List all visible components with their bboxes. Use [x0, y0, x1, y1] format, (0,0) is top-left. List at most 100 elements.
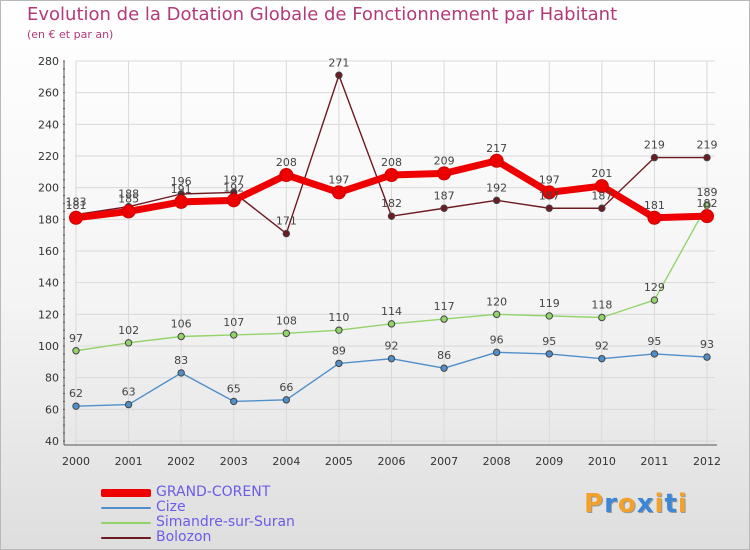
data-point-simandre-sur-suran — [703, 201, 711, 209]
data-label-cize: 86 — [437, 349, 451, 362]
data-label-cize: 62 — [69, 387, 83, 400]
y-tick-label: 220 — [38, 150, 59, 163]
data-point-grand-corent — [542, 185, 557, 200]
legend-item: Simandre-sur-Suran — [101, 515, 401, 530]
data-point-bolozon — [282, 229, 291, 238]
data-point-simandre-sur-suran — [492, 310, 501, 319]
y-tick-label: 240 — [38, 118, 59, 131]
data-label-simandre-sur-suran: 97 — [69, 332, 83, 345]
data-point-grand-corent — [647, 210, 662, 225]
data-point-grand-corent — [174, 194, 189, 209]
logo-letter: r — [604, 489, 618, 519]
y-tick-label: 80 — [45, 372, 59, 385]
data-label-bolozon: 183 — [66, 196, 87, 209]
data-label-grand-corent: 201 — [591, 167, 612, 180]
data-point-cize — [387, 354, 396, 363]
y-tick-label: 280 — [38, 55, 59, 68]
data-label-simandre-sur-suran: 119 — [539, 297, 560, 310]
data-label-bolozon: 219 — [644, 139, 665, 152]
data-label-grand-corent: 185 — [118, 192, 139, 205]
data-label-cize: 93 — [700, 338, 714, 351]
data-point-cize — [650, 350, 659, 358]
data-point-cize — [335, 359, 343, 368]
data-point-grand-corent — [700, 209, 714, 224]
data-label-bolozon: 197 — [223, 173, 244, 186]
data-point-grand-corent — [594, 179, 609, 194]
data-point-bolozon — [387, 212, 396, 220]
y-tick-label: 260 — [38, 87, 59, 100]
logo-letter: o — [617, 489, 637, 519]
data-point-simandre-sur-suran — [440, 315, 448, 323]
data-point-simandre-sur-suran — [387, 320, 396, 328]
x-tick-label: 2004 — [272, 455, 300, 468]
data-point-simandre-sur-suran — [72, 347, 80, 355]
legend-label: GRAND-CORENT — [156, 484, 271, 500]
data-label-bolozon: 187 — [591, 189, 612, 202]
x-tick-label: 2000 — [62, 455, 90, 468]
data-label-bolozon: 171 — [276, 215, 297, 228]
data-label-simandre-sur-suran: 106 — [171, 318, 192, 331]
data-point-simandre-sur-suran — [335, 326, 343, 334]
y-tick-label: 160 — [38, 245, 59, 258]
data-label-bolozon: 271 — [328, 56, 349, 69]
x-tick-label: 2006 — [378, 455, 406, 468]
legend-item: Bolozon — [101, 530, 401, 545]
data-label-cize: 92 — [385, 340, 399, 353]
data-label-cize: 89 — [332, 344, 346, 357]
x-tick-label: 2009 — [535, 455, 563, 468]
data-point-bolozon — [703, 153, 711, 162]
logo-letter: i — [654, 489, 665, 519]
data-point-cize — [72, 402, 80, 410]
y-tick-label: 180 — [38, 213, 59, 226]
x-tick-label: 2010 — [588, 455, 616, 468]
y-tick-label: 60 — [45, 403, 59, 416]
legend-swatch — [101, 506, 151, 509]
data-label-grand-corent: 197 — [328, 173, 349, 186]
data-point-simandre-sur-suran — [545, 312, 553, 320]
x-tick-label: 2005 — [325, 455, 353, 468]
data-point-grand-corent — [69, 210, 83, 225]
y-tick-label: 120 — [38, 308, 59, 321]
logo-letter: x — [636, 489, 655, 519]
logo-letter: t — [664, 489, 678, 519]
data-label-cize: 65 — [227, 382, 241, 395]
data-point-simandre-sur-suran — [177, 332, 185, 341]
data-point-bolozon — [440, 204, 448, 212]
x-tick-label: 2002 — [167, 455, 195, 468]
data-point-cize — [703, 353, 711, 361]
data-point-cize — [545, 350, 553, 358]
x-tick-label: 2007 — [430, 455, 458, 468]
x-tick-label: 2011 — [640, 455, 668, 468]
data-label-cize: 95 — [647, 335, 661, 348]
data-label-simandre-sur-suran: 108 — [276, 314, 297, 327]
data-point-cize — [440, 364, 448, 372]
data-point-simandre-sur-suran — [282, 329, 291, 338]
x-tick-label: 2008 — [483, 455, 511, 468]
data-point-simandre-sur-suran — [230, 331, 238, 339]
data-label-bolozon: 187 — [434, 189, 455, 202]
data-label-simandre-sur-suran: 120 — [486, 295, 507, 308]
data-label-simandre-sur-suran: 107 — [223, 316, 244, 329]
data-label-cize: 66 — [279, 381, 293, 394]
y-tick-label: 200 — [38, 182, 59, 195]
data-point-simandre-sur-suran — [124, 339, 133, 347]
data-point-grand-corent — [331, 185, 346, 200]
data-label-bolozon: 182 — [381, 197, 402, 210]
data-label-grand-corent: 181 — [66, 199, 87, 212]
data-point-bolozon — [650, 153, 659, 162]
chart-title: Evolution de la Dotation Globale de Fonc… — [27, 4, 618, 25]
data-point-grand-corent — [121, 204, 136, 219]
data-label-grand-corent: 191 — [171, 183, 192, 196]
x-tick-label: 2012 — [693, 455, 721, 468]
x-tick-label: 2003 — [220, 455, 248, 468]
data-label-simandre-sur-suran: 129 — [644, 281, 665, 294]
data-label-simandre-sur-suran: 118 — [591, 299, 612, 312]
data-label-cize: 96 — [490, 333, 504, 346]
data-label-bolozon: 219 — [697, 139, 718, 152]
data-label-grand-corent: 181 — [644, 199, 665, 212]
data-label-simandre-sur-suran: 189 — [697, 186, 718, 199]
data-label-bolozon: 192 — [486, 181, 507, 194]
data-label-simandre-sur-suran: 114 — [381, 305, 402, 318]
data-labels: 183 188 196 197 171 271 182 187 192 187 187 219 219 6… — [66, 56, 718, 400]
